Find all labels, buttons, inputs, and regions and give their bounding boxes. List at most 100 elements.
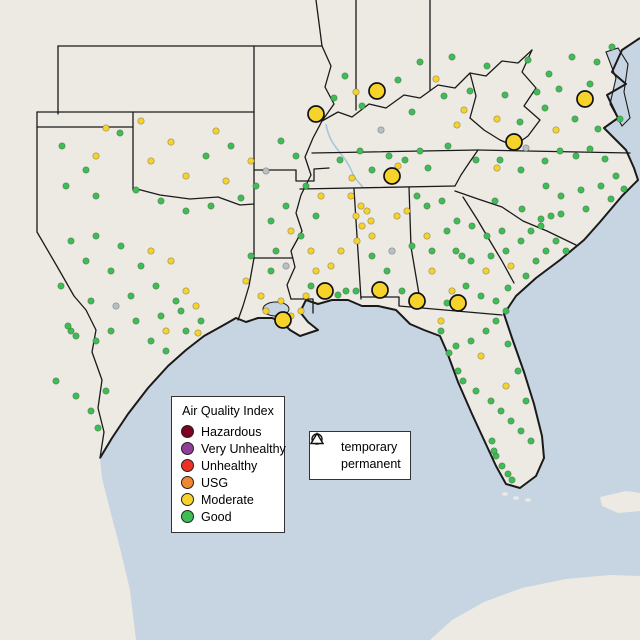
station-dot-good [394, 76, 402, 84]
temporary-station-marker-moderate [383, 167, 401, 185]
station-dot-good [297, 232, 305, 240]
station-dot-good [252, 182, 260, 190]
station-dot-good [67, 237, 75, 245]
station-dot-good [92, 337, 100, 345]
station-dot-good [356, 147, 364, 155]
station-dot-good [490, 447, 498, 455]
station-dot-good [541, 104, 549, 112]
station-dot-good [147, 337, 155, 345]
station-dot-good [64, 322, 72, 330]
station-dot-moderate [368, 232, 376, 240]
station-dot-good [612, 172, 620, 180]
station-dot-moderate [432, 75, 440, 83]
station-dot-moderate [507, 262, 515, 270]
permanent-triangle-icon [310, 432, 334, 471]
station-dot-good [517, 427, 525, 435]
station-dot-good [491, 197, 499, 205]
station-dot-good [601, 155, 609, 163]
station-dot-moderate [297, 307, 305, 315]
station-dot-moderate [262, 307, 270, 315]
station-dot-good [352, 287, 360, 295]
yucatan-landmass [430, 575, 640, 640]
station-dot-good [312, 212, 320, 220]
legend-item-temporary: temporary [311, 433, 401, 455]
station-dot-good [94, 424, 102, 432]
station-dot-good [522, 272, 530, 280]
tennessee-river [325, 123, 364, 189]
station-dot-good [467, 337, 475, 345]
station-dot-moderate [192, 302, 200, 310]
station-dot-good [568, 53, 576, 61]
station-dot-good [586, 80, 594, 88]
station-dot-good [282, 202, 290, 210]
unhealthy-swatch [181, 459, 194, 472]
legend-label: Good [201, 509, 232, 524]
station-dot-good [358, 102, 366, 110]
station-dot-good [383, 267, 391, 275]
station-dot-moderate [348, 174, 356, 182]
station-dot-good [267, 217, 275, 225]
station-type-legend: temporary permanent [309, 431, 411, 480]
station-dot-moderate [358, 222, 366, 230]
station-dot-good [247, 252, 255, 260]
station-dot-good [496, 156, 504, 164]
station-dot-good [177, 307, 185, 315]
moderate-swatch [181, 493, 194, 506]
station-dot-good [58, 142, 66, 150]
station-dot-good [438, 197, 446, 205]
station-dot-good [468, 222, 476, 230]
station-dot-good [571, 115, 579, 123]
station-dot-no-data [262, 167, 270, 175]
station-dot-good [428, 247, 436, 255]
station-dot-good [488, 437, 496, 445]
station-dot-good [532, 257, 540, 265]
station-dot-moderate [394, 162, 402, 170]
station-dot-moderate [477, 352, 485, 360]
station-dot-good [547, 212, 555, 220]
station-dot-good [466, 87, 474, 95]
station-dot-moderate [502, 382, 510, 390]
station-dot-moderate [363, 207, 371, 215]
station-dot-good [440, 92, 448, 100]
legend-item-moderate: Moderate [181, 491, 275, 508]
station-dot-no-data [282, 262, 290, 270]
station-dot-good [533, 88, 541, 96]
station-dot-good [272, 247, 280, 255]
station-dot-good [492, 317, 500, 325]
usg-swatch [181, 476, 194, 489]
station-dot-moderate [460, 106, 468, 114]
station-dot-good [330, 94, 338, 102]
temporary-station-marker-moderate [371, 281, 389, 299]
temporary-station-marker-moderate [368, 82, 386, 100]
station-dot-good [572, 152, 580, 160]
temporary-station-marker-moderate [316, 282, 334, 300]
station-dot-good [594, 125, 602, 133]
station-dot-good [132, 186, 140, 194]
station-dot-good [157, 197, 165, 205]
station-dot-no-data [377, 126, 385, 134]
station-dot-good [452, 247, 460, 255]
station-dot-good [483, 232, 491, 240]
station-dot-good [62, 182, 70, 190]
temporary-station-marker-moderate [408, 292, 426, 310]
station-dot-moderate [352, 212, 360, 220]
station-dot-good [508, 476, 516, 484]
station-dot-good [52, 377, 60, 385]
station-dot-good [277, 137, 285, 145]
station-dot-good [527, 227, 535, 235]
station-dot-good [116, 129, 124, 137]
temporary-station-marker-moderate [307, 105, 325, 123]
station-dot-good [477, 292, 485, 300]
station-dot-moderate [222, 177, 230, 185]
station-dot-moderate [493, 115, 501, 123]
station-dot-good [172, 297, 180, 305]
florida-keys-island [502, 492, 508, 496]
station-dot-good [541, 157, 549, 165]
station-dot-good [562, 247, 570, 255]
station-dot-moderate [312, 267, 320, 275]
station-dot-good [92, 192, 100, 200]
station-dot-moderate [357, 202, 365, 210]
station-dot-good [107, 267, 115, 275]
station-dot-moderate [367, 217, 375, 225]
aqi-legend: Air Quality Index Hazardous Very Unhealt… [171, 396, 286, 533]
